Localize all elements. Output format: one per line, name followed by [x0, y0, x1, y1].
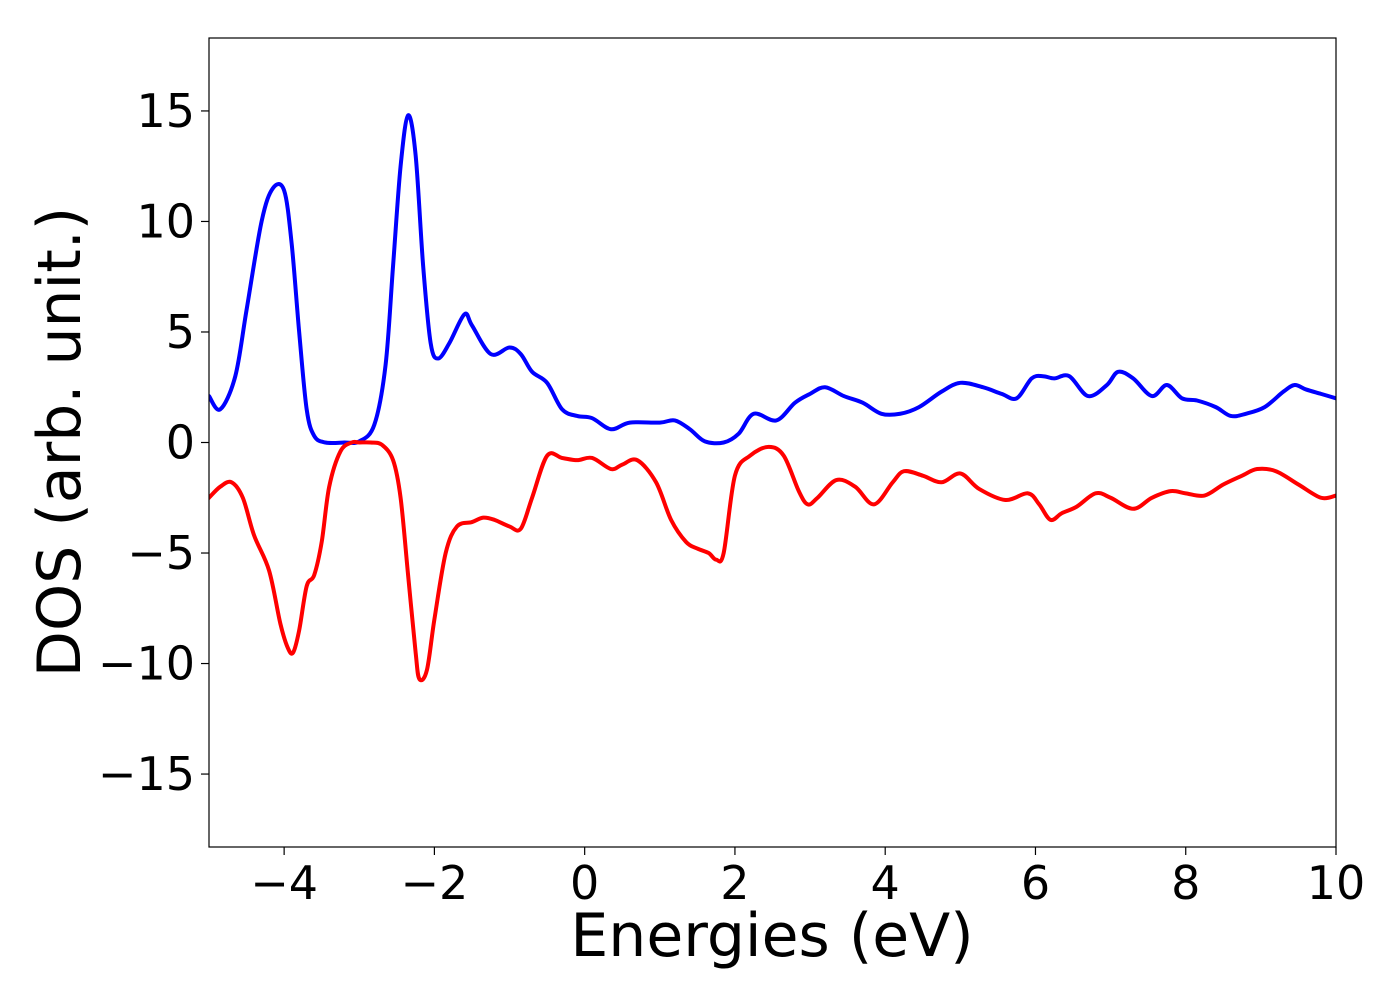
y-tick-label: −15 — [98, 747, 195, 801]
y-tick-label: 15 — [136, 84, 195, 138]
x-tick-label: 4 — [871, 856, 900, 910]
x-tick-label: 10 — [1307, 856, 1366, 910]
x-tick-label: 0 — [570, 856, 599, 910]
y-tick-label: 5 — [166, 305, 195, 359]
x-tick-label: −4 — [250, 856, 318, 910]
x-axis-label: Energies (eV) — [570, 901, 973, 971]
series-layer — [209, 113, 1336, 683]
x-tick-label: −2 — [400, 856, 468, 910]
y-tick-label: 10 — [136, 194, 195, 248]
x-tick-label: 8 — [1171, 856, 1200, 910]
y-tick-label: −10 — [98, 637, 195, 691]
y-tick-label: −5 — [127, 526, 195, 580]
x-tick-label: 6 — [1021, 856, 1050, 910]
y-tick-label: 0 — [166, 416, 195, 470]
y-axis-label: DOS (arb. unit.) — [25, 207, 95, 677]
x-tick-label: 2 — [720, 856, 749, 910]
series-line-spin-down — [209, 439, 1336, 683]
x-axis-ticks: −4 −2 0 2 4 6 8 10 — [250, 847, 1365, 910]
y-axis-ticks: 15 10 5 0 −5 −10 −15 — [98, 84, 209, 801]
